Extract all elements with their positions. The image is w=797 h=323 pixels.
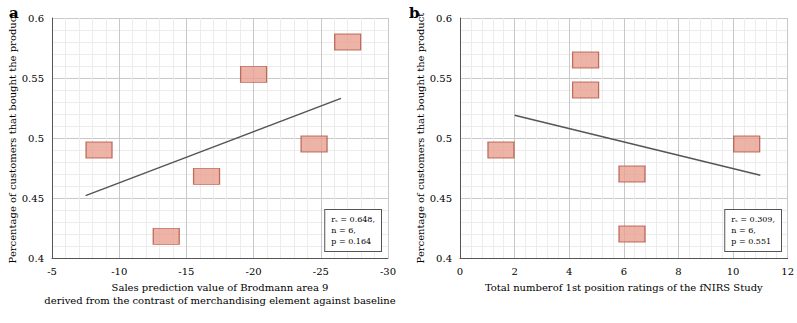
svg-text:p = 0.164: p = 0.164 (331, 237, 371, 246)
svg-text:Percentage of customers that b: Percentage of customers that bought the … (7, 13, 18, 264)
svg-text:-15: -15 (178, 266, 194, 277)
svg-text:-10: -10 (111, 266, 127, 277)
svg-text:4: 4 (566, 266, 572, 277)
svg-text:rₛ = 0.309,: rₛ = 0.309, (731, 215, 775, 224)
svg-text:0.4: 0.4 (436, 253, 452, 264)
svg-text:derived from the contrast of m: derived from the contrast of merchandisi… (44, 295, 395, 306)
svg-text:-20: -20 (246, 266, 262, 277)
svg-text:0.6: 0.6 (28, 13, 44, 24)
svg-text:-30: -30 (380, 266, 396, 277)
svg-text:Total numberof 1st position ra: Total numberof 1st position ratings of t… (485, 282, 763, 293)
svg-text:0.6: 0.6 (436, 13, 452, 24)
svg-text:0.5: 0.5 (436, 133, 452, 144)
svg-text:a: a (9, 4, 19, 22)
svg-text:0.5: 0.5 (28, 133, 44, 144)
svg-text:Sales prediction value of Brod: Sales prediction value of Brodmann area … (112, 282, 329, 293)
svg-text:6: 6 (621, 266, 627, 277)
svg-text:0.55: 0.55 (430, 73, 452, 84)
svg-text:n = 6,: n = 6, (331, 226, 356, 235)
svg-text:0.55: 0.55 (22, 73, 44, 84)
svg-text:rₛ = 0.648,: rₛ = 0.648, (331, 215, 375, 224)
svg-text:-25: -25 (313, 266, 329, 277)
svg-text:0.45: 0.45 (430, 193, 452, 204)
svg-text:12: 12 (781, 266, 794, 277)
svg-text:p = 0.551: p = 0.551 (731, 237, 771, 246)
svg-text:8: 8 (675, 266, 681, 277)
svg-text:2: 2 (511, 266, 517, 277)
svg-text:0.4: 0.4 (28, 253, 44, 264)
svg-text:Percentage of customers that b: Percentage of customers that bought the … (415, 13, 426, 264)
svg-text:n = 6,: n = 6, (731, 226, 756, 235)
svg-text:-5: -5 (47, 266, 57, 277)
svg-text:10: 10 (727, 266, 740, 277)
svg-text:0: 0 (457, 266, 463, 277)
svg-text:0.45: 0.45 (22, 193, 44, 204)
svg-text:b: b (409, 4, 420, 22)
